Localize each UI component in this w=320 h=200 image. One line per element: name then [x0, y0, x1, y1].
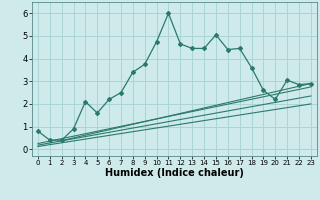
X-axis label: Humidex (Indice chaleur): Humidex (Indice chaleur) — [105, 168, 244, 178]
